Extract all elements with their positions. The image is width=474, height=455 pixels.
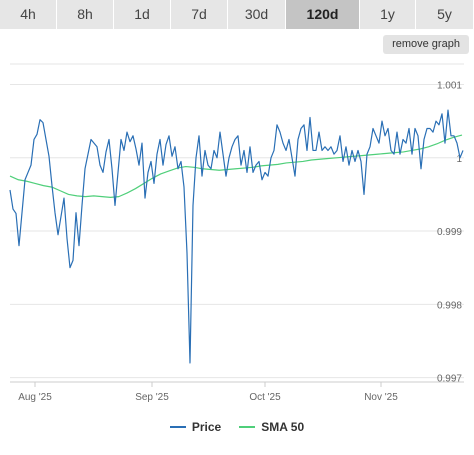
y-tick-label: 0.997 xyxy=(437,374,462,385)
legend-label-sma: SMA 50 xyxy=(261,420,305,434)
tab-4h[interactable]: 4h xyxy=(0,0,57,29)
tab-5y[interactable]: 5y xyxy=(416,0,474,29)
legend-label-price: Price xyxy=(191,420,222,434)
legend-item-sma[interactable]: SMA 50 xyxy=(239,420,304,434)
y-tick-label: 0.999 xyxy=(437,227,462,238)
price-chart: 0.997 0.998 0.999 1 1.001 Aug '25 Sep '25 Oct '… xyxy=(9,63,464,403)
tab-120d[interactable]: 120d xyxy=(286,0,360,29)
y-tick-label: 1 xyxy=(456,154,462,165)
sma-50-line xyxy=(9,134,463,198)
chart-legend: Price SMA 50 xyxy=(0,420,474,434)
timeframe-tabbar: 4h 8h 1d 7d 30d 120d 1y 5y xyxy=(0,0,474,29)
x-tick-label: Oct '25 xyxy=(249,392,281,403)
x-tick-label: Sep '25 xyxy=(135,392,169,403)
price-swatch xyxy=(169,426,186,428)
tab-8h[interactable]: 8h xyxy=(57,0,114,29)
y-tick-label: 0.998 xyxy=(437,300,462,311)
tab-7d[interactable]: 7d xyxy=(171,0,228,29)
price-line xyxy=(9,109,464,364)
legend-item-price[interactable]: Price xyxy=(169,420,222,434)
x-tick-label: Nov '25 xyxy=(364,392,398,403)
y-tick-label: 1.001 xyxy=(437,81,462,92)
tab-1d[interactable]: 1d xyxy=(114,0,171,29)
remove-graph-button[interactable]: remove graph xyxy=(383,35,469,54)
tab-1y[interactable]: 1y xyxy=(360,0,416,29)
x-tick-label: Aug '25 xyxy=(18,392,52,403)
sma-swatch xyxy=(239,426,256,428)
tab-30d[interactable]: 30d xyxy=(228,0,286,29)
